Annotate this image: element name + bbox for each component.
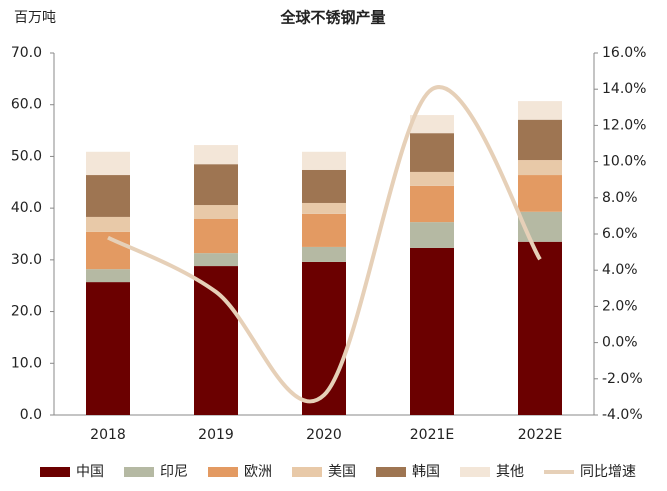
- y-tick-label: 70.0: [11, 45, 42, 61]
- legend-label: 欧洲: [244, 464, 272, 480]
- y2-tick-label: 10.0%: [602, 154, 646, 170]
- bar-segment: [302, 202, 346, 214]
- bar-segment: [302, 246, 346, 262]
- bar-segment: [86, 269, 130, 283]
- y2-tick-label: 2.0%: [602, 298, 638, 314]
- y2-tick-label: 0.0%: [602, 335, 638, 351]
- y-axis-label: 百万吨: [14, 10, 56, 26]
- bar-segment: [302, 169, 346, 203]
- bar-segment: [410, 133, 454, 172]
- bar-segment: [518, 160, 562, 176]
- bar-segment: [410, 115, 454, 134]
- bar-segment: [518, 101, 562, 120]
- y-tick-label: 10.0: [11, 355, 42, 371]
- bar-segment: [302, 151, 346, 170]
- legend-label: 其他: [496, 464, 524, 480]
- legend-label: 同比增速: [580, 464, 636, 480]
- y2-tick-label: 8.0%: [602, 190, 638, 206]
- legend-swatch: [124, 467, 154, 477]
- bar-segment: [410, 185, 454, 223]
- y-tick-label: 50.0: [11, 148, 42, 164]
- bar-segment: [86, 151, 130, 176]
- chart-title: 全球不锈钢产量: [279, 9, 385, 27]
- y2-tick-label: -4.0%: [602, 407, 643, 423]
- legend-swatch: [208, 467, 238, 477]
- x-tick-label: 2018: [90, 427, 126, 443]
- y-tick-label: 40.0: [11, 200, 42, 216]
- bar-segment: [518, 175, 562, 212]
- bar-segment: [410, 222, 454, 248]
- x-tick-label: 2019: [198, 427, 234, 443]
- y-tick-label: 60.0: [11, 97, 42, 113]
- bar-segment: [86, 231, 130, 270]
- bar-segment: [194, 266, 238, 415]
- bar-segment: [194, 164, 238, 206]
- legend-label: 美国: [328, 464, 356, 480]
- y2-tick-label: 12.0%: [602, 117, 646, 133]
- x-tick-label: 2022E: [518, 427, 562, 443]
- legend-swatch: [376, 467, 406, 477]
- y2-tick-label: 14.0%: [602, 81, 646, 97]
- legend-swatch: [460, 467, 490, 477]
- bar-segment: [86, 216, 130, 232]
- legend-label: 韩国: [412, 464, 440, 480]
- legend-swatch: [40, 467, 70, 477]
- x-tick-label: 2020: [306, 427, 342, 443]
- legend-swatch: [292, 467, 322, 477]
- legend-label: 印尼: [160, 464, 188, 480]
- bar-segment: [410, 171, 454, 186]
- y-tick-label: 20.0: [11, 304, 42, 320]
- y2-tick-label: 16.0%: [602, 45, 646, 61]
- bar-segment: [518, 119, 562, 161]
- legend-label: 中国: [76, 464, 104, 480]
- y-tick-label: 0.0: [20, 407, 42, 423]
- x-tick-label: 2021E: [410, 427, 454, 443]
- bar-segment: [86, 282, 130, 415]
- y2-tick-label: 4.0%: [602, 262, 638, 278]
- bar-segment: [302, 213, 346, 247]
- bar-segment: [518, 241, 562, 415]
- bar-segment: [194, 205, 238, 220]
- bar-segment: [194, 145, 238, 165]
- line-series: [107, 85, 542, 404]
- bar-segment: [194, 219, 238, 254]
- bar-segment: [302, 261, 346, 415]
- y2-tick-label: -2.0%: [602, 371, 643, 387]
- y-tick-label: 30.0: [11, 252, 42, 268]
- bar-segment: [410, 247, 454, 415]
- y2-tick-label: 6.0%: [602, 226, 638, 242]
- bar-segment: [86, 175, 130, 217]
- bar-segment: [194, 253, 238, 267]
